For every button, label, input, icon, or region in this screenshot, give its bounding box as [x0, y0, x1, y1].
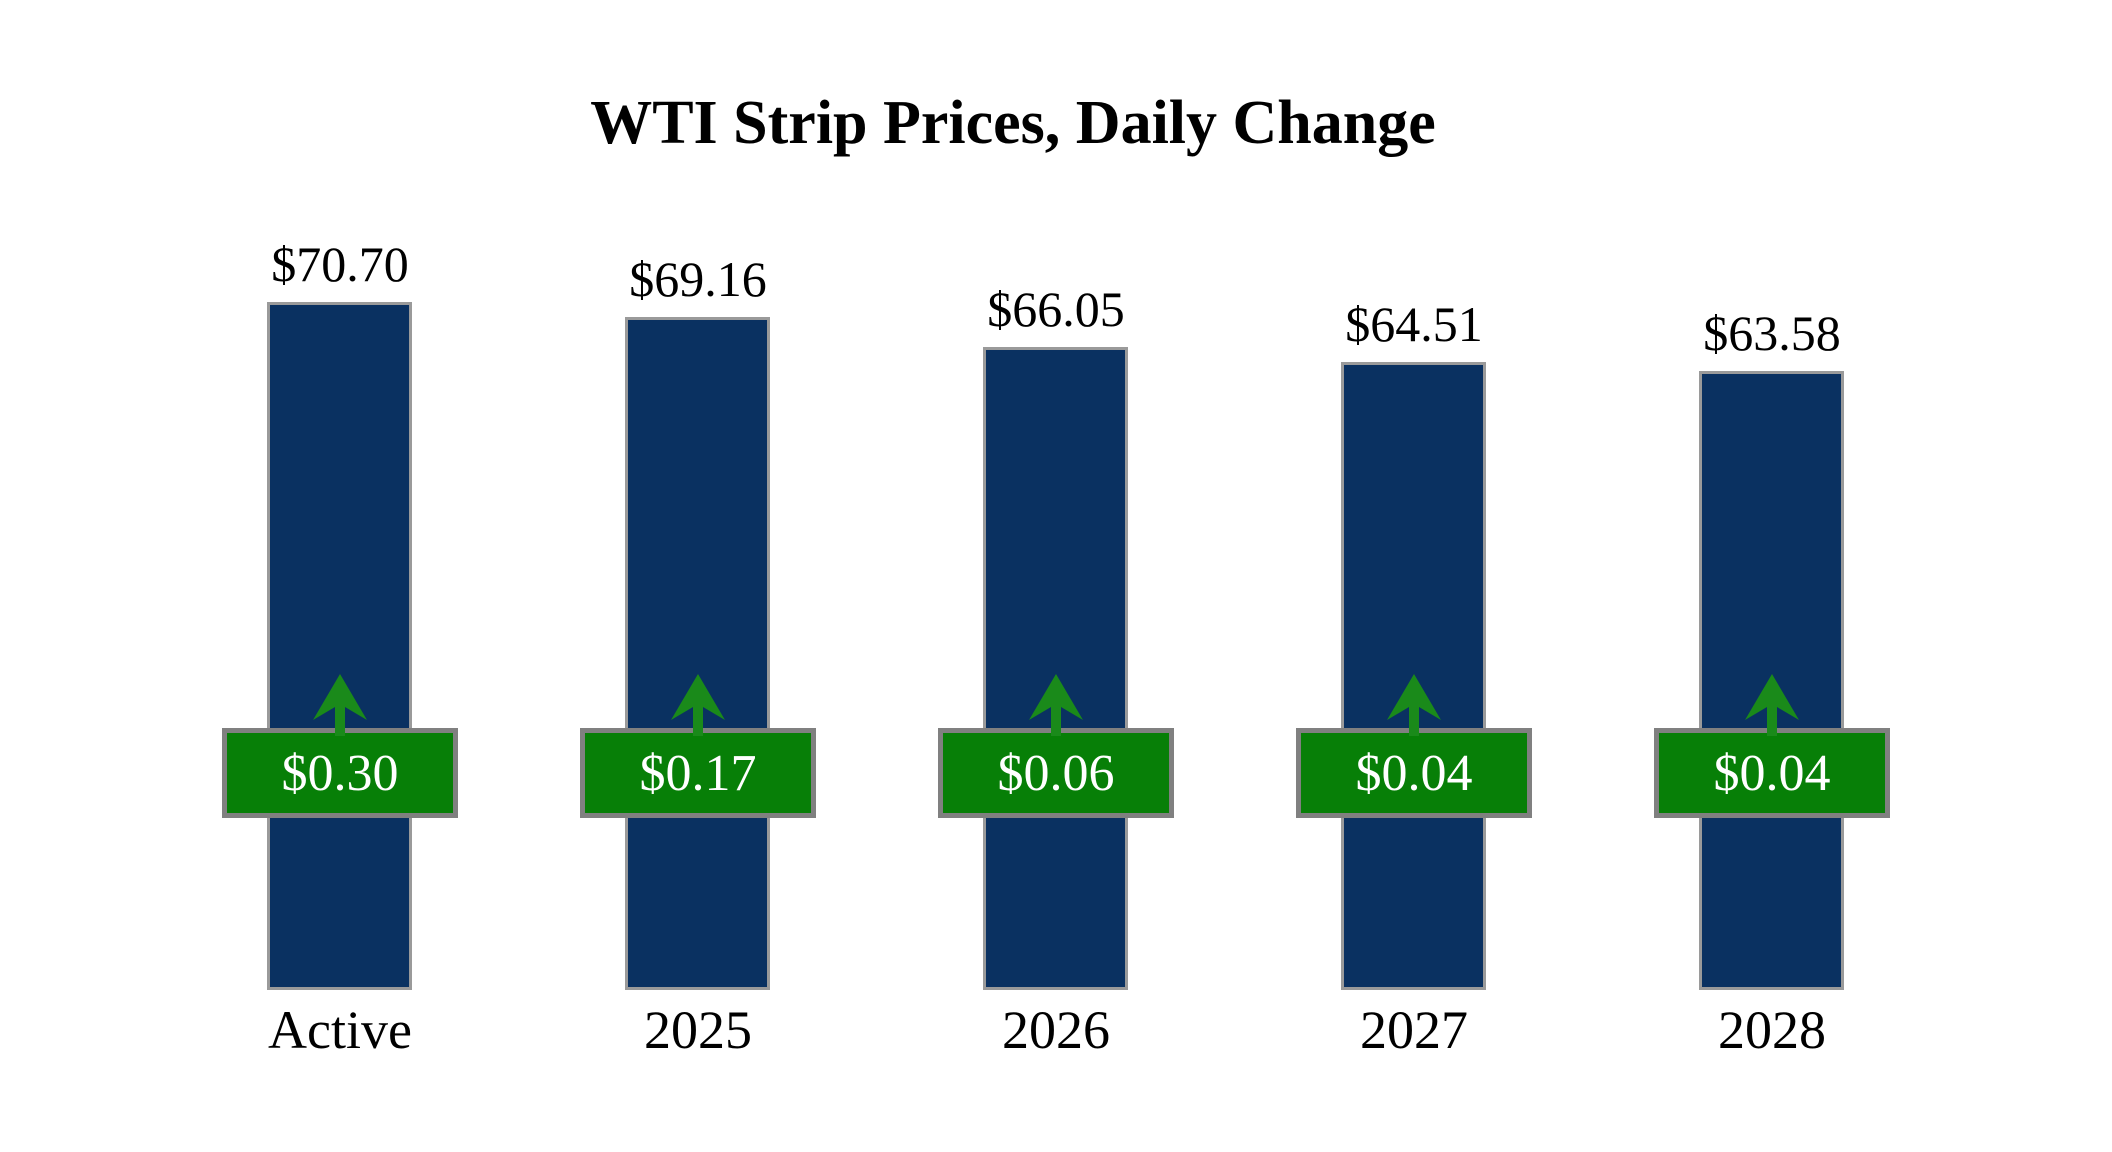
change-label: $0.06: [997, 744, 1115, 802]
up-arrow-icon: [1745, 674, 1799, 736]
price-bar: [983, 347, 1128, 990]
price-bar: [267, 302, 412, 990]
change-label: $0.30: [281, 744, 399, 802]
up-arrow-icon: [1387, 674, 1441, 736]
bar-group-2026: $66.05 $0.06 2026: [877, 0, 1235, 1152]
category-label: Active: [268, 1000, 412, 1060]
bar-group-2027: $64.51 $0.04 2027: [1235, 0, 1593, 1152]
price-label: $64.51: [1345, 296, 1483, 352]
category-label: 2025: [644, 1000, 752, 1060]
price-label: $66.05: [987, 281, 1125, 337]
change-badge: $0.17: [580, 728, 816, 818]
up-arrow-icon: [1029, 674, 1083, 736]
change-badge: $0.06: [938, 728, 1174, 818]
category-label: 2027: [1360, 1000, 1468, 1060]
change-label: $0.17: [639, 744, 757, 802]
bar-group-2025: $69.16 $0.17 2025: [519, 0, 877, 1152]
bar-group-active: $70.70 $0.30 Active: [161, 0, 519, 1152]
chart-title: WTI Strip Prices, Daily Change: [590, 89, 1436, 157]
change-badge: $0.04: [1296, 728, 1532, 818]
category-label: 2026: [1002, 1000, 1110, 1060]
price-label: $63.58: [1703, 305, 1841, 361]
bar-group-2028: $63.58 $0.04 2028: [1593, 0, 1951, 1152]
change-label: $0.04: [1355, 744, 1473, 802]
change-badge: $0.30: [222, 728, 458, 818]
price-label: $69.16: [629, 251, 767, 307]
up-arrow-icon: [671, 674, 725, 736]
up-arrow-icon: [313, 674, 367, 736]
category-label: 2028: [1718, 1000, 1826, 1060]
price-bar: [625, 317, 770, 990]
change-badge: $0.04: [1654, 728, 1890, 818]
change-label: $0.04: [1713, 744, 1831, 802]
price-label: $70.70: [271, 236, 409, 292]
